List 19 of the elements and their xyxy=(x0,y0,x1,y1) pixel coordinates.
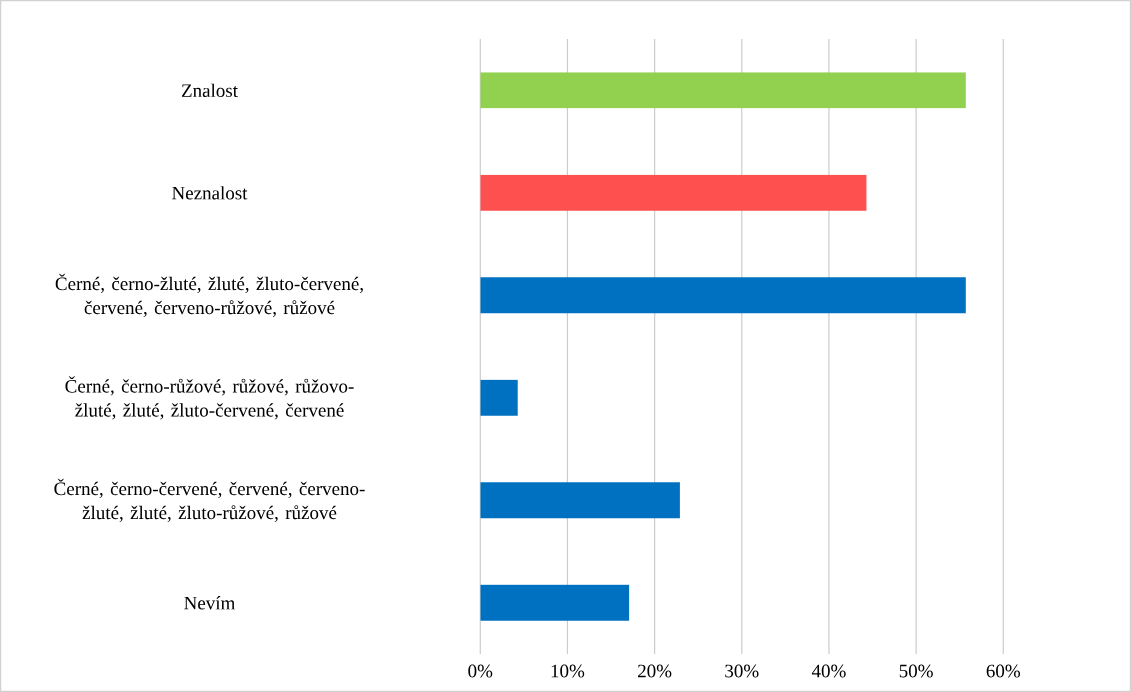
y-tick-label: Neznalost xyxy=(172,186,248,200)
x-tick-label: 50% xyxy=(899,664,933,678)
x-tick-label: 30% xyxy=(725,664,759,678)
x-tick-label: 40% xyxy=(811,664,846,678)
y-tick-label: Černé, černo-růžové, růžové, růžovo-žluté, žluté, žluto-červené, červené xyxy=(65,376,354,420)
x-tick-label: 60% xyxy=(986,664,1021,678)
y-tick-label: Černé, černo-žluté, žluté, žluto-červené, červené, červeno-růžové, růžové xyxy=(55,273,363,317)
x-tick-label: 20% xyxy=(638,664,672,678)
bar xyxy=(480,379,518,416)
y-tick-label: Znalost xyxy=(181,83,238,97)
bar xyxy=(480,277,966,314)
y-tick-label: Nevím xyxy=(184,596,236,610)
x-tick-label: 10% xyxy=(551,664,585,678)
bar xyxy=(480,584,630,621)
bar xyxy=(480,72,966,109)
bar xyxy=(480,174,867,211)
y-tick-label: Černé, černo-červené, červené, červeno-žluté, žluté, žluto-růžové, růžové xyxy=(54,478,365,522)
bar xyxy=(480,482,680,519)
x-tick-label: 0% xyxy=(468,664,493,678)
